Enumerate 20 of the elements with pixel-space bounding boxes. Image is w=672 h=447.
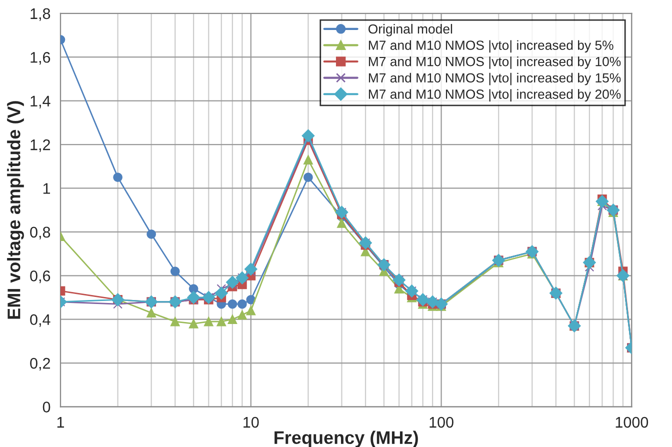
y-tick-label: 1,8 xyxy=(30,8,50,21)
y-tick-label: 0 xyxy=(42,402,50,412)
y-tick-label: 1,6 xyxy=(30,52,50,65)
y-tick-label: 0,6 xyxy=(30,270,50,284)
legend-label: Original model xyxy=(368,24,452,36)
x-tick-label: 1000 xyxy=(616,416,648,428)
y-tick-label: 0,2 xyxy=(30,358,50,371)
y-tick-label: 0,4 xyxy=(30,314,50,327)
legend-label: M7 and M10 NMOS |vto| increased by 20% xyxy=(368,89,621,102)
legend-label: M7 and M10 NMOS |vto| increased by 15% xyxy=(368,72,621,86)
legend-label: M7 and M10 NMOS |vto| increased by 5% xyxy=(368,40,614,53)
legend-label: M7 and M10 NMOS |vto| increased by 10% xyxy=(368,56,621,69)
y-tick-label: 1,4 xyxy=(30,96,50,108)
x-tick-label: 1 xyxy=(57,417,64,428)
x-tick-label: 100 xyxy=(430,416,454,428)
x-tick-label: 10 xyxy=(244,416,259,428)
y-axis-title: EMI voltage amplitude (V) xyxy=(7,101,24,319)
y-tick-label: 0,8 xyxy=(30,226,50,240)
y-tick-label: 1 xyxy=(43,183,50,194)
y-tick-label: 1,2 xyxy=(30,139,50,152)
